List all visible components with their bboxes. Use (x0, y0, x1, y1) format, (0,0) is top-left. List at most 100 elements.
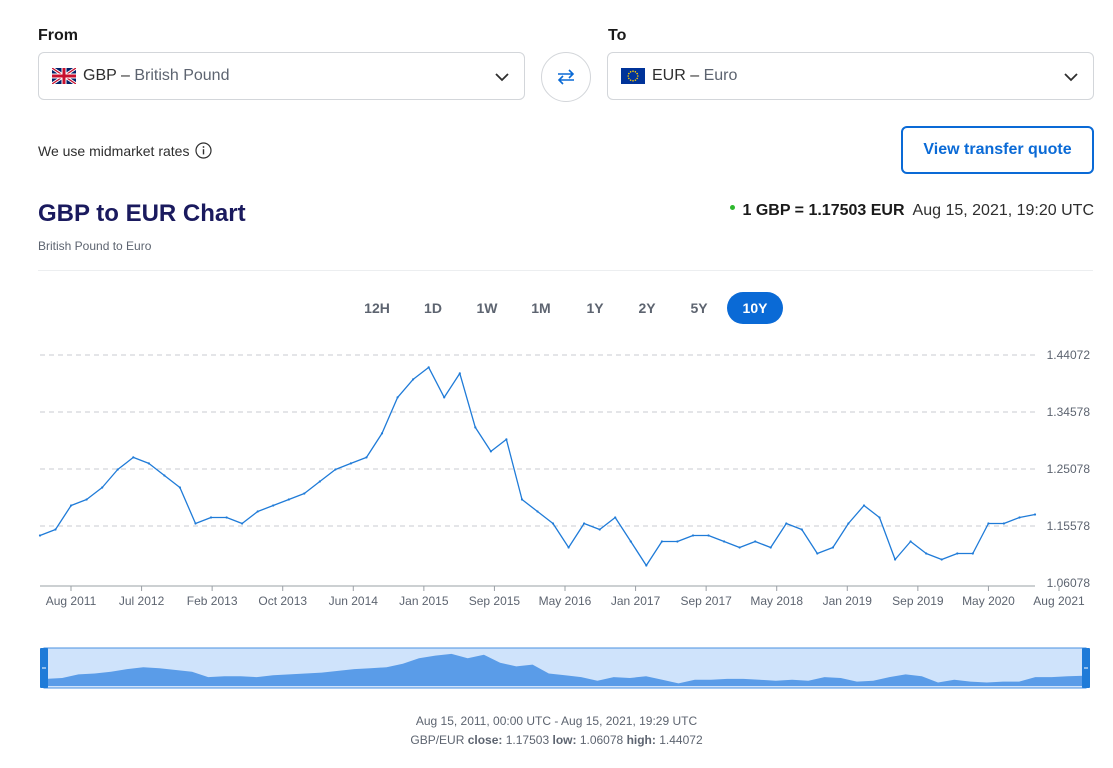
eu-flag-icon (621, 68, 645, 84)
data-point (598, 528, 601, 531)
data-point (101, 486, 104, 489)
x-tick-label: Jan 2015 (399, 594, 449, 608)
data-point (474, 426, 477, 429)
x-tick-label: Sep 2019 (892, 594, 944, 608)
x-tick-label: Aug 2021 (1033, 594, 1085, 608)
data-point (816, 552, 819, 555)
low-value: 1.06078 (579, 733, 624, 747)
x-tick-label: Jun 2014 (329, 594, 379, 608)
divider (38, 270, 1093, 271)
data-point (878, 516, 881, 519)
swap-currencies-button[interactable] (541, 52, 591, 102)
data-point (971, 552, 974, 555)
data-point (70, 504, 73, 507)
series-line (39, 366, 1036, 567)
tab-5y[interactable]: 5Y (690, 300, 708, 316)
chevron-down-icon (1064, 73, 1078, 82)
data-point (1002, 522, 1006, 525)
data-point (676, 540, 679, 543)
from-currency-code: GBP (83, 67, 117, 84)
exchange-rate-chart[interactable]: 1.44072 1.34578 1.25078 1.15578 1.06078 Aug 2… (0, 340, 1113, 620)
y-tick-label: 1.06078 (1047, 576, 1091, 590)
data-point (847, 522, 850, 525)
data-point (505, 438, 508, 441)
data-point (987, 522, 990, 525)
y-tick-label: 1.25078 (1047, 462, 1091, 476)
data-point (147, 462, 150, 465)
x-tick-label: May 2018 (750, 594, 803, 608)
tab-1m[interactable]: 1M (531, 300, 551, 316)
footer-stats: GBP/EUR close: 1.17503 low: 1.06078 high… (0, 733, 1113, 747)
data-point (458, 372, 461, 375)
chevron-down-icon (495, 73, 509, 82)
data-point (583, 522, 586, 525)
info-icon[interactable] (195, 142, 212, 159)
data-point (894, 558, 897, 561)
data-point (1033, 513, 1037, 516)
data-point (862, 504, 866, 507)
to-separator: – (690, 67, 700, 84)
to-currency-select[interactable]: EUR – Euro (607, 52, 1094, 100)
data-point (380, 432, 384, 435)
data-point (707, 534, 710, 537)
data-point (940, 558, 943, 561)
footer-range: Aug 15, 2011, 00:00 UTC - Aug 15, 2021, … (415, 714, 698, 728)
data-point (256, 510, 259, 513)
from-currency-select[interactable]: GBP – British Pound (38, 52, 525, 100)
tab-1w[interactable]: 1W (476, 300, 498, 316)
close-label: close: (467, 733, 503, 747)
data-point (925, 552, 928, 555)
data-point (567, 546, 570, 549)
data-point (396, 396, 399, 399)
chart-subtitle: British Pound to Euro (38, 239, 152, 253)
data-point (287, 498, 290, 501)
data-point (194, 522, 197, 525)
tab-10y[interactable]: 10Y (727, 292, 783, 324)
midmarket-text: We use midmarket rates (38, 143, 190, 159)
data-point (303, 492, 306, 495)
data-point (427, 366, 430, 369)
rate-text: 1 GBP = 1.17503 EUR (742, 202, 905, 219)
rate-summary: 1 GBP = 1.17503 EUR Aug 15, 2021, 19:20 … (729, 202, 1094, 220)
data-point (412, 378, 415, 381)
high-label: high: (626, 733, 656, 747)
x-tick-label: Jul 2012 (119, 594, 165, 608)
to-label: To (608, 27, 627, 44)
from-separator: – (120, 67, 130, 84)
y-tick-label: 1.34578 (1047, 405, 1091, 419)
tab-12h[interactable]: 12H (364, 300, 390, 316)
tab-2y[interactable]: 2Y (638, 300, 656, 316)
x-tick-label: Oct 2013 (258, 594, 307, 608)
low-label: low: (552, 733, 577, 747)
from-label: From (38, 27, 78, 44)
data-point (163, 474, 166, 477)
y-tick-label: 1.44072 (1047, 348, 1091, 362)
data-point (85, 498, 88, 501)
uk-flag-icon (52, 68, 76, 84)
data-point (769, 546, 772, 549)
x-tick-label: Jan 2019 (823, 594, 873, 608)
tab-1d[interactable]: 1D (424, 300, 442, 316)
x-tick-label: May 2020 (962, 594, 1015, 608)
footer-pair: GBP/EUR (410, 733, 465, 747)
data-point (38, 534, 42, 537)
x-tick-label: Sep 2017 (680, 594, 732, 608)
data-point (800, 528, 803, 531)
midmarket-note: We use midmarket rates (38, 142, 212, 159)
navigator-area (46, 653, 1084, 686)
data-point (132, 456, 135, 459)
from-currency-name: British Pound (134, 67, 230, 84)
x-tick-label: May 2016 (539, 594, 592, 608)
data-point (116, 468, 119, 471)
range-navigator[interactable] (40, 646, 1090, 690)
data-point (723, 540, 726, 543)
tab-1y[interactable]: 1Y (586, 300, 604, 316)
data-point (660, 540, 664, 543)
data-point (645, 564, 648, 567)
data-point (334, 468, 337, 471)
y-tick-label: 1.15578 (1047, 519, 1091, 533)
data-point (365, 456, 368, 459)
view-transfer-quote-button[interactable]: View transfer quote (901, 126, 1094, 174)
close-value: 1.17503 (505, 733, 550, 747)
data-point (178, 486, 181, 489)
